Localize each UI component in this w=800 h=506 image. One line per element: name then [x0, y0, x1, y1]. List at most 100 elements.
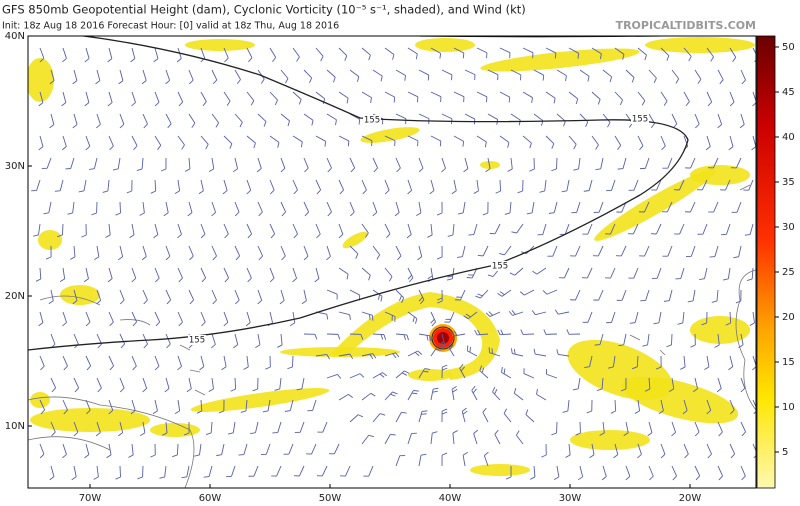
barb-flag [485, 312, 491, 317]
wind-barb [637, 135, 644, 151]
barb-flag [38, 322, 44, 327]
colorbar-label: 40 [782, 132, 795, 143]
barb-shaft [345, 465, 351, 477]
barb-shaft [510, 113, 521, 121]
barb-flag [247, 233, 252, 239]
barb-shaft [499, 333, 512, 336]
barb-flag [489, 232, 496, 235]
wind-barb [96, 289, 102, 305]
barb-shaft [39, 267, 42, 280]
barb-shaft [535, 353, 547, 357]
barb-shaft [588, 179, 593, 191]
barb-flag [660, 453, 666, 459]
barb-flag [508, 310, 513, 316]
wind-barb [106, 443, 112, 459]
barb-shaft [292, 267, 298, 279]
barb-flag [67, 212, 73, 215]
wind-barb [671, 421, 677, 437]
barb-flag [623, 432, 629, 437]
wind-barb [223, 91, 231, 106]
wind-barb [118, 421, 124, 437]
wind-barb [584, 355, 593, 369]
barb-flag [383, 334, 387, 340]
barb-shaft [142, 421, 146, 433]
wind-barb [447, 342, 455, 357]
barb-flag [284, 78, 289, 84]
barb-flag [554, 476, 560, 481]
barb-flag [274, 99, 278, 106]
wind-barb [682, 399, 688, 415]
wind-barb [338, 393, 354, 401]
barb-flag [628, 277, 634, 279]
barb-flag [457, 256, 463, 258]
barb-flag [40, 365, 45, 371]
barb-shaft [418, 157, 424, 169]
barb-shaft [637, 399, 641, 411]
wind-barb [532, 267, 547, 275]
wind-barb [730, 157, 742, 169]
barb-flag [340, 475, 346, 477]
barb-flag [451, 385, 457, 390]
wind-barb [72, 289, 78, 305]
barb-flag [418, 296, 423, 302]
barb-flag [38, 102, 44, 107]
barb-flag [754, 57, 756, 63]
barb-flag [473, 429, 479, 434]
barb-shaft [717, 465, 724, 477]
barb-shaft [312, 399, 317, 411]
wind-barb [551, 421, 558, 436]
barb-shaft [372, 157, 379, 169]
barb-flag [133, 145, 138, 151]
barb-flag [735, 300, 742, 304]
wind-barb [210, 333, 216, 349]
barb-flag [45, 256, 52, 260]
barb-flag [150, 190, 156, 194]
barb-flag [405, 118, 407, 125]
barb-shaft [418, 113, 430, 120]
barb-shaft [165, 201, 169, 213]
barb-flag [372, 315, 374, 321]
barb-shaft [660, 47, 670, 56]
wind-barb [510, 69, 522, 81]
barb-shaft [418, 245, 423, 257]
barb-shaft [418, 368, 426, 379]
barb-shaft [177, 311, 183, 323]
wind-barb [451, 179, 457, 195]
barb-flag [460, 366, 465, 372]
barb-shaft [384, 352, 396, 357]
wind-barb [159, 465, 167, 479]
barb-shaft [221, 443, 225, 455]
barb-shaft [108, 267, 113, 279]
wind-barb [683, 47, 692, 62]
barb-flag [593, 299, 599, 301]
barb-flag [404, 370, 410, 374]
wind-barb [573, 157, 581, 171]
wind-barb [274, 377, 282, 391]
barb-shaft [727, 267, 731, 279]
barb-flag [482, 407, 487, 413]
wind-barb [545, 135, 555, 149]
wind-barb [131, 135, 138, 151]
barb-shaft [587, 223, 593, 235]
wind-barb [551, 157, 558, 172]
barb-shaft [384, 47, 395, 55]
barb-flag [441, 408, 448, 412]
barb-flag [298, 99, 302, 105]
wind-barb [174, 399, 181, 414]
wind-barb [226, 465, 236, 478]
wind-barb [570, 245, 581, 257]
wind-barb [637, 443, 642, 459]
barb-flag [412, 316, 415, 323]
barb-flag [537, 234, 543, 236]
barb-flag [33, 234, 39, 237]
barb-shaft [93, 157, 98, 169]
barb-flag [565, 75, 567, 82]
barb-shaft [292, 311, 296, 323]
barb-shaft [372, 333, 385, 336]
barb-flag [379, 373, 385, 378]
wind-barb [208, 157, 215, 173]
wind-barb [211, 69, 218, 85]
wind-barb [602, 69, 613, 83]
barb-flag [279, 300, 285, 305]
barb-shaft [234, 377, 237, 390]
